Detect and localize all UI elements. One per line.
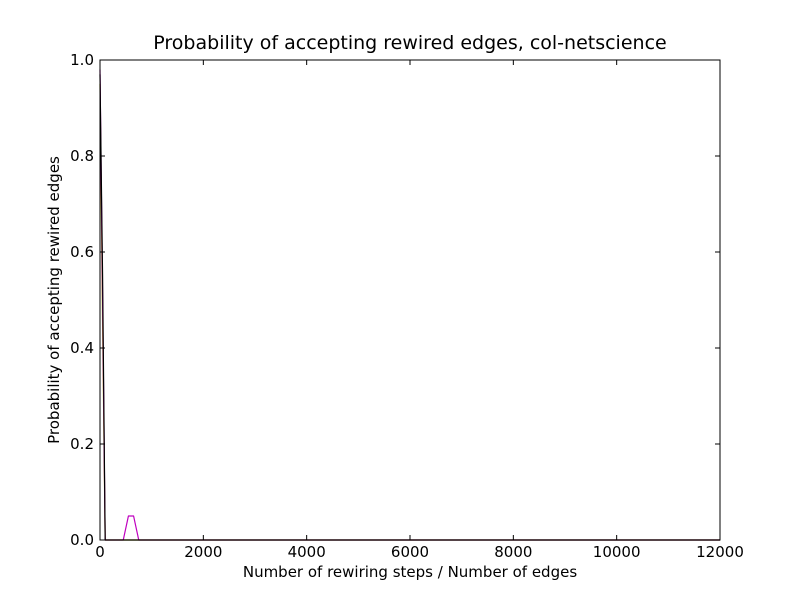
x-tick-label: 0 <box>95 543 105 561</box>
x-tick-label: 6000 <box>391 543 429 561</box>
y-tick-label: 0.8 <box>70 147 94 165</box>
y-tick-label: 0.0 <box>70 531 94 549</box>
plot-area <box>100 60 720 540</box>
x-tick-label: 2000 <box>184 543 222 561</box>
plot-frame <box>99 59 721 541</box>
chart-title: Probability of accepting rewired edges, … <box>153 32 666 54</box>
x-tick-label: 8000 <box>494 543 532 561</box>
y-tick-label: 0.6 <box>70 243 94 261</box>
x-tick-label: 12000 <box>696 543 744 561</box>
x-tick-label: 4000 <box>288 543 326 561</box>
ticks-layer: 0 2000 4000 6000 8000 10000 12000 0.0 0.2 0.4 0.6 0… <box>70 51 744 561</box>
y-tick-label: 0.4 <box>70 339 94 357</box>
x-axis-label: Number of rewiring steps / Number of edg… <box>243 563 577 581</box>
y-tick-label: 0.2 <box>70 435 94 453</box>
y-axis-label: Probability of accepting rewired edges <box>45 156 63 444</box>
x-tick-label: 10000 <box>593 543 641 561</box>
y-tick-label: 1.0 <box>70 51 94 69</box>
